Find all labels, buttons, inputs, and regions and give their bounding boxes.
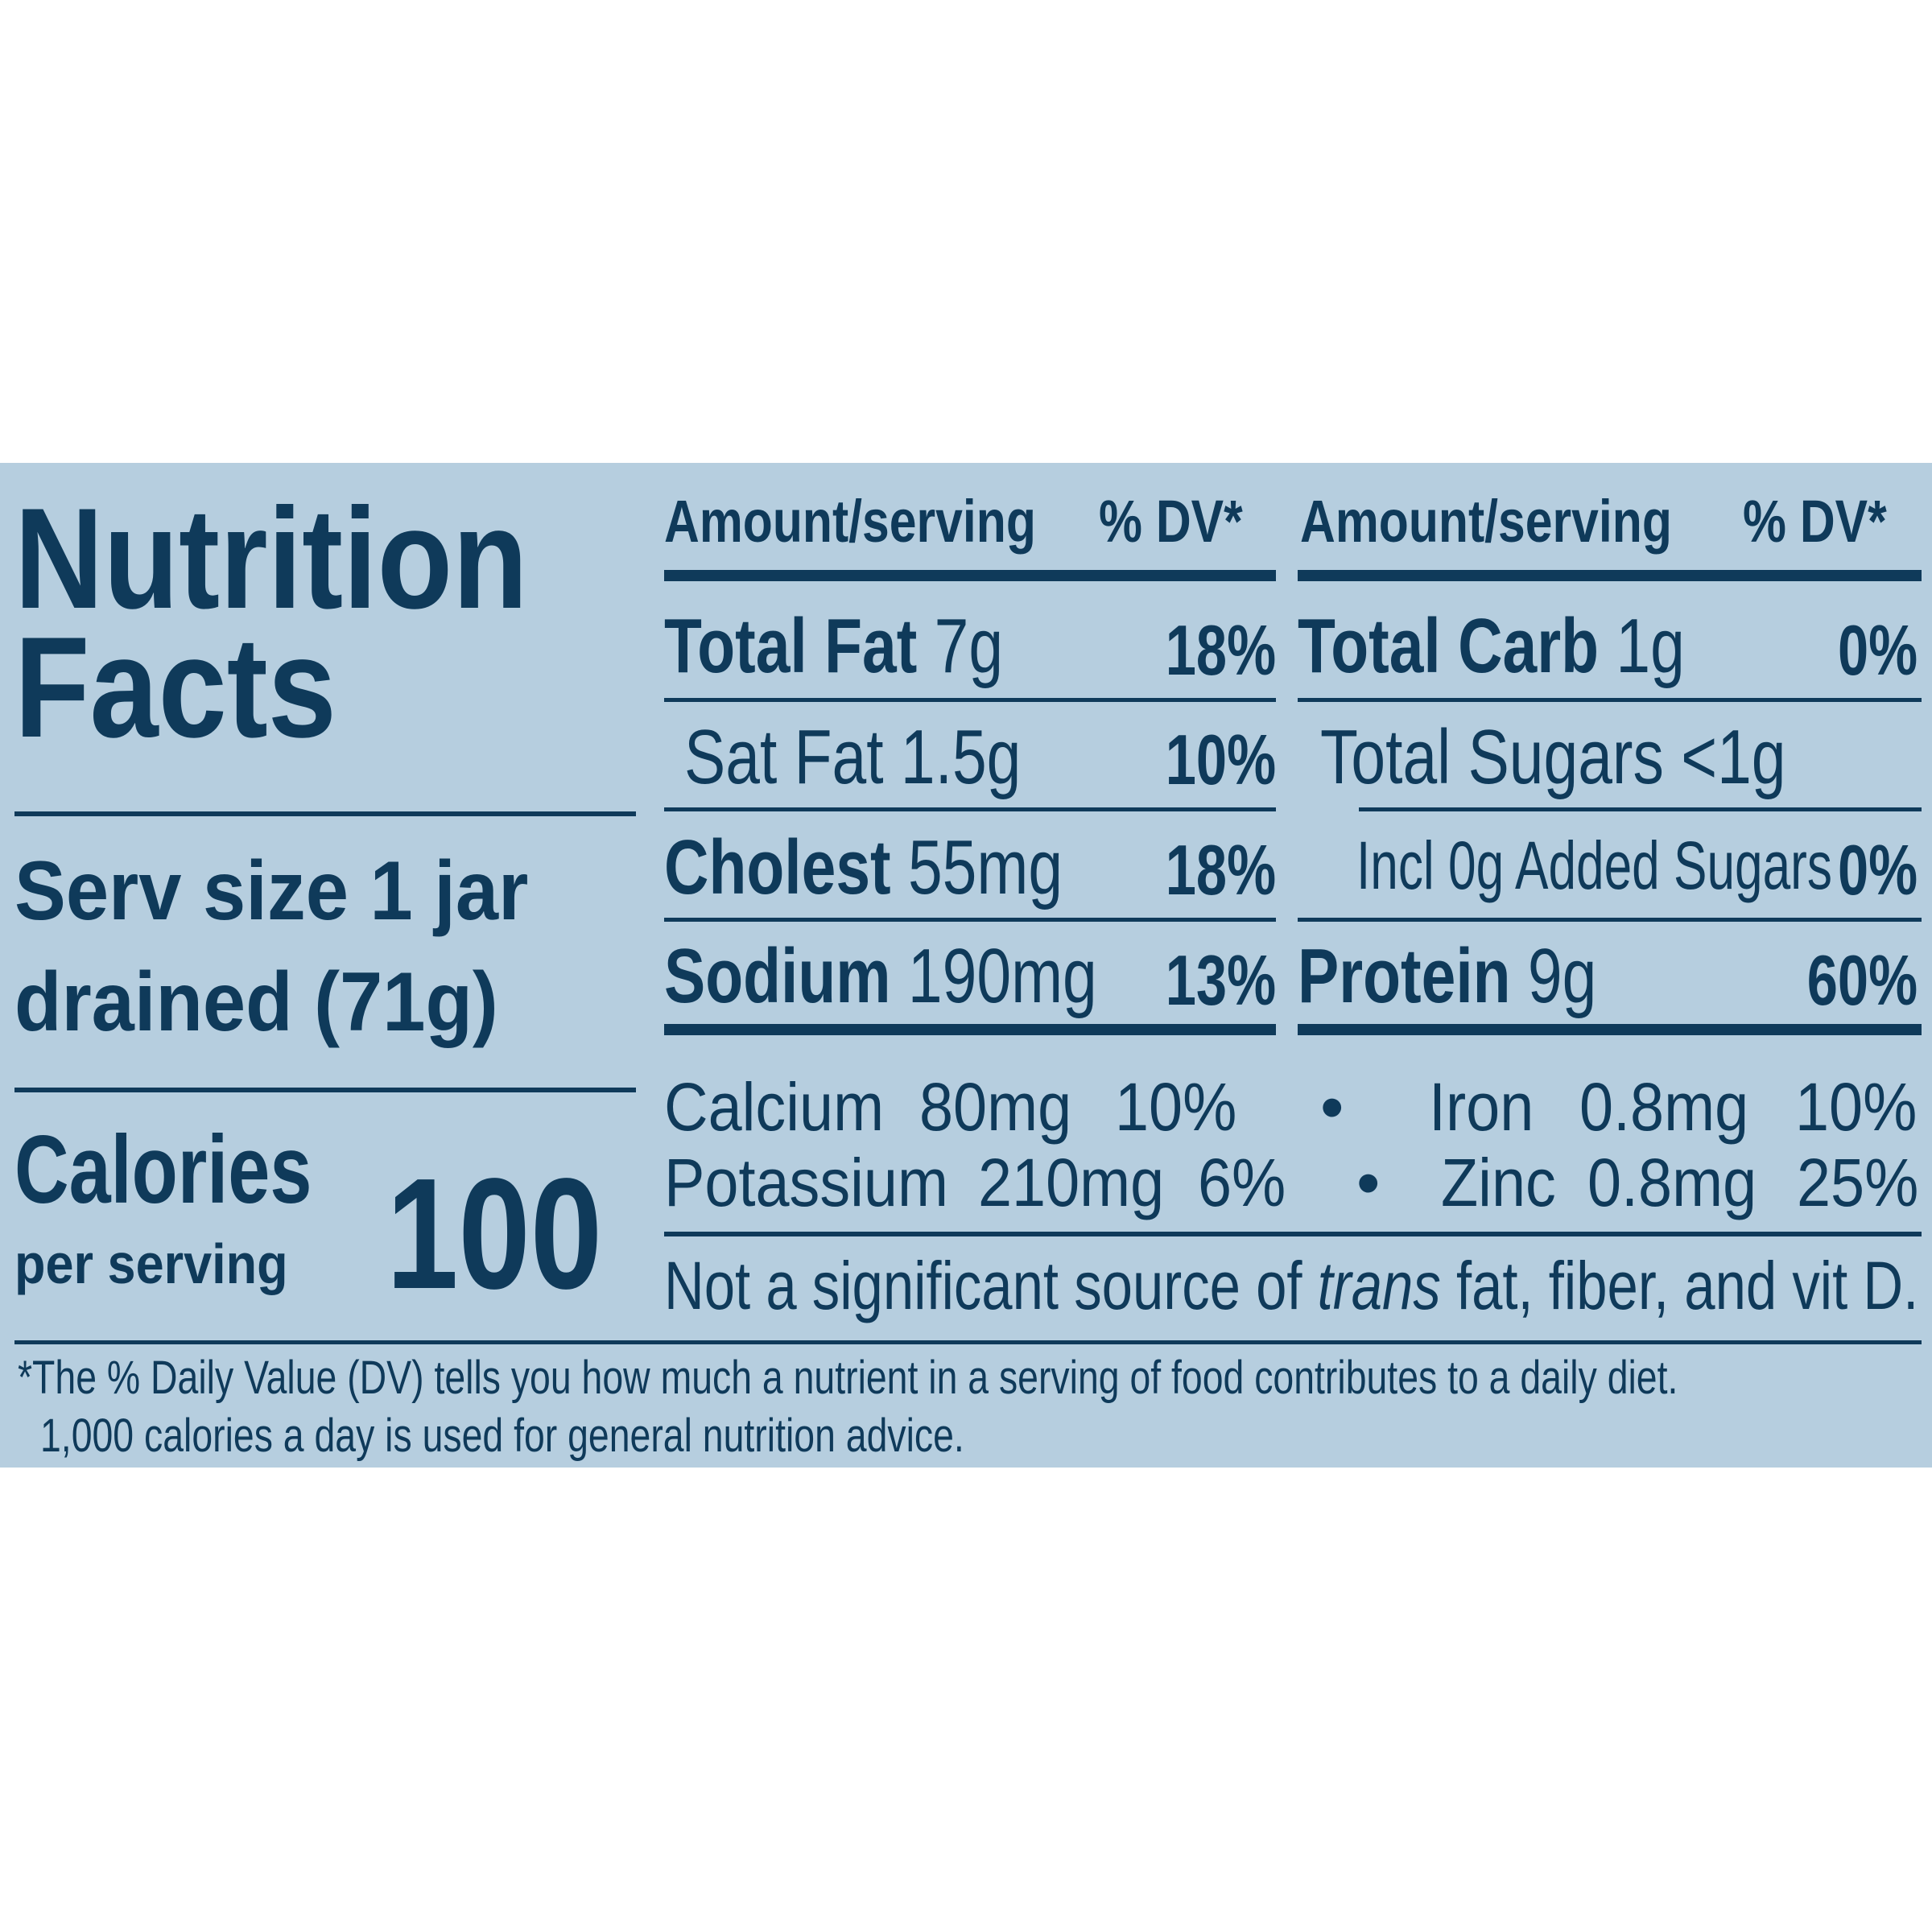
sat-fat-amount: 1.5g [900, 714, 1022, 800]
protein-dv: 60% [1806, 940, 1918, 1020]
mineral-potassium-name: Potassium [664, 1145, 948, 1220]
header-dv-right: % DV* [1743, 488, 1887, 555]
footnote-line2: 1,000 calories a day is used for general… [40, 1410, 964, 1462]
row-sat-fat: Sat Fat 1.5g [684, 719, 1021, 796]
divider-right-2 [1359, 807, 1922, 811]
mineral-zinc-name: Zinc [1441, 1145, 1556, 1220]
divider-header-left [664, 570, 1276, 581]
header-amount-left: Amount/serving [664, 488, 1036, 555]
total-fat-dv: 18% [1165, 610, 1276, 690]
divider-header-right [1298, 570, 1922, 581]
row-protein: Protein 9g [1298, 938, 1596, 1015]
row-total-fat: Total Fat 7g [664, 608, 1003, 685]
total-carb-amount: 1g [1616, 603, 1685, 689]
label-title-line1: Nutrition [14, 478, 528, 638]
sodium-dv: 13% [1165, 940, 1276, 1020]
sat-fat-dv: 10% [1165, 720, 1276, 799]
mineral-potassium-dv: 6% [1198, 1145, 1286, 1220]
bullet-1: • [1320, 1069, 1344, 1145]
mineral-potassium-amount: 210mg [978, 1145, 1165, 1220]
cholesterol-dv: 18% [1165, 830, 1276, 910]
mineral-calcium-amount: 80mg [919, 1069, 1072, 1145]
calories-per-serving: per serving [14, 1232, 288, 1295]
serving-size-line1: Serv size 1 jar [14, 844, 529, 938]
row-total-carb: Total Carb 1g [1298, 608, 1685, 685]
protein-amount: 9g [1527, 933, 1597, 1019]
divider-title [14, 811, 636, 816]
row-total-sugars: Total Sugars <1g [1320, 719, 1786, 796]
header-dv-left: % DV* [1099, 488, 1243, 555]
row-added-sugars: Incl 0g Added Sugars [1356, 832, 1832, 899]
divider-left-4 [664, 1024, 1276, 1035]
sodium-amount: 190mg [907, 933, 1097, 1019]
mineral-iron-name: Iron [1429, 1069, 1534, 1145]
row-cholesterol: Cholest 55mg [664, 829, 1063, 906]
header-amount-right: Amount/serving [1300, 488, 1672, 555]
divider-left-1 [664, 698, 1276, 702]
cholesterol-amount: 55mg [907, 824, 1063, 910]
divider-left-2 [664, 807, 1276, 811]
mineral-iron-dv: 10% [1795, 1069, 1918, 1145]
not-significant-post: fat, fiber, and vit D. [1440, 1248, 1919, 1323]
bullet-2: • [1356, 1145, 1381, 1220]
not-significant-note: Not a significant source of trans fat, f… [664, 1252, 1918, 1319]
sat-fat-name: Sat Fat [684, 714, 884, 800]
total-carb-dv: 0% [1837, 610, 1918, 690]
total-fat-amount: 7g [934, 603, 1004, 689]
divider-right-4 [1298, 1024, 1922, 1035]
sodium-name: Sodium [664, 933, 891, 1019]
cholesterol-name: Cholest [664, 824, 891, 910]
total-sugars-name: Total Sugars <1g [1320, 714, 1786, 800]
mineral-calcium-name: Calcium [664, 1069, 885, 1145]
calories-label: Calories [14, 1116, 312, 1224]
label-title-line2: Facts [14, 607, 336, 767]
mineral-iron-amount: 0.8mg [1579, 1069, 1749, 1145]
divider-right-3 [1298, 918, 1922, 922]
divider-serving [14, 1088, 636, 1092]
divider-minerals [664, 1232, 1922, 1236]
protein-name: Protein [1298, 933, 1511, 1019]
serving-size-line2: drained (71g) [14, 956, 498, 1049]
row-sodium: Sodium 190mg [664, 938, 1097, 1015]
calories-value: 100 [386, 1146, 603, 1322]
not-significant-italic: trans [1317, 1248, 1441, 1323]
mineral-zinc-amount: 0.8mg [1587, 1145, 1757, 1220]
mineral-calcium-dv: 10% [1115, 1069, 1237, 1145]
mineral-zinc-dv: 25% [1797, 1145, 1919, 1220]
divider-left-3 [664, 918, 1276, 922]
footnote-line1: *The % Daily Value (DV) tells you how mu… [18, 1352, 1678, 1404]
divider-footnote [14, 1340, 1922, 1344]
total-fat-name: Total Fat [664, 603, 918, 689]
divider-right-1 [1298, 698, 1922, 702]
nutrition-label-panel: Nutrition Facts Serv size 1 jar drained … [0, 463, 1932, 1468]
total-carb-name: Total Carb [1298, 603, 1600, 689]
added-sugars-name: Incl 0g Added Sugars [1356, 828, 1832, 903]
added-sugars-dv: 0% [1837, 830, 1918, 910]
not-significant-pre: Not a significant source of [664, 1248, 1318, 1323]
